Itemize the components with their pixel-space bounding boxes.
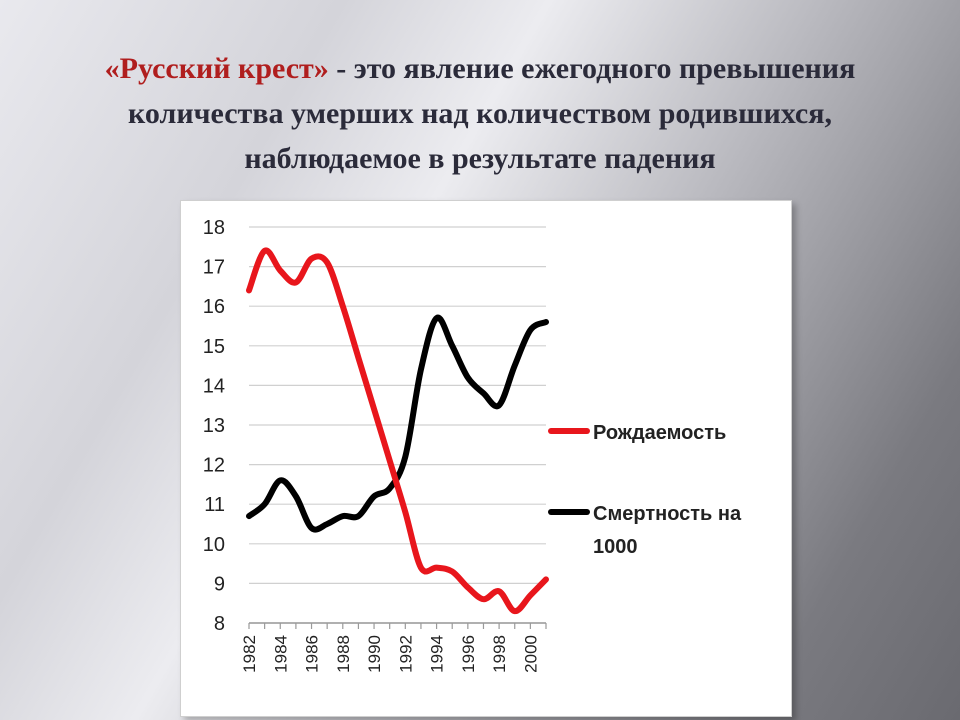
y-tick-label: 13 [203, 415, 225, 437]
y-tick-label: 17 [203, 257, 225, 279]
y-tick-label: 9 [214, 573, 225, 595]
x-tick-label: 1994 [428, 635, 447, 673]
series-line-birth-rate [246, 247, 549, 615]
title-highlight: «Русский крест» [104, 52, 329, 85]
legend-label: Смертность на [593, 503, 742, 525]
chart-panel: 8 9 10 11 12 13 14 15 16 17 18 1982 1984 1986 1988 1990… [180, 200, 792, 717]
legend: Рождаемость Смертность на 1000 [548, 422, 742, 558]
y-tick-label: 16 [203, 296, 225, 318]
y-tick-label: 10 [203, 534, 225, 556]
legend-label: Рождаемость [593, 422, 726, 444]
y-tick-label: 11 [204, 494, 225, 516]
x-tick-label: 1998 [490, 635, 509, 673]
title-text: - это явление ежегодного превышения коли… [128, 52, 856, 175]
x-tick-label: 1982 [240, 635, 259, 673]
series-line-death-rate [246, 314, 549, 533]
line-chart: 8 9 10 11 12 13 14 15 16 17 18 1982 1984 1986 1988 1990… [203, 217, 742, 673]
x-tick-label: 1996 [459, 635, 478, 673]
x-tick-label: 1984 [271, 635, 290, 673]
x-tick-label: 1986 [303, 635, 322, 673]
legend-label: 1000 [593, 536, 638, 558]
x-tick-label: 1988 [334, 635, 353, 673]
x-tick-label: 1990 [365, 635, 384, 673]
y-tick-label: 12 [203, 455, 225, 477]
slide-title: «Русский крест» - это явление ежегодного… [40, 46, 920, 181]
y-tick-label: 14 [203, 375, 225, 397]
axis-layer: 8 9 10 11 12 13 14 15 16 17 18 1982 1984 1986 1988 1990… [203, 217, 547, 673]
y-tick-label: 8 [214, 613, 225, 635]
x-tick-label: 1992 [396, 635, 415, 673]
grid-layer [249, 226, 546, 624]
y-tick-label: 15 [203, 336, 225, 358]
y-tick-label: 18 [203, 217, 225, 239]
x-tick-label: 2000 [521, 635, 540, 673]
series-layer [246, 247, 549, 615]
